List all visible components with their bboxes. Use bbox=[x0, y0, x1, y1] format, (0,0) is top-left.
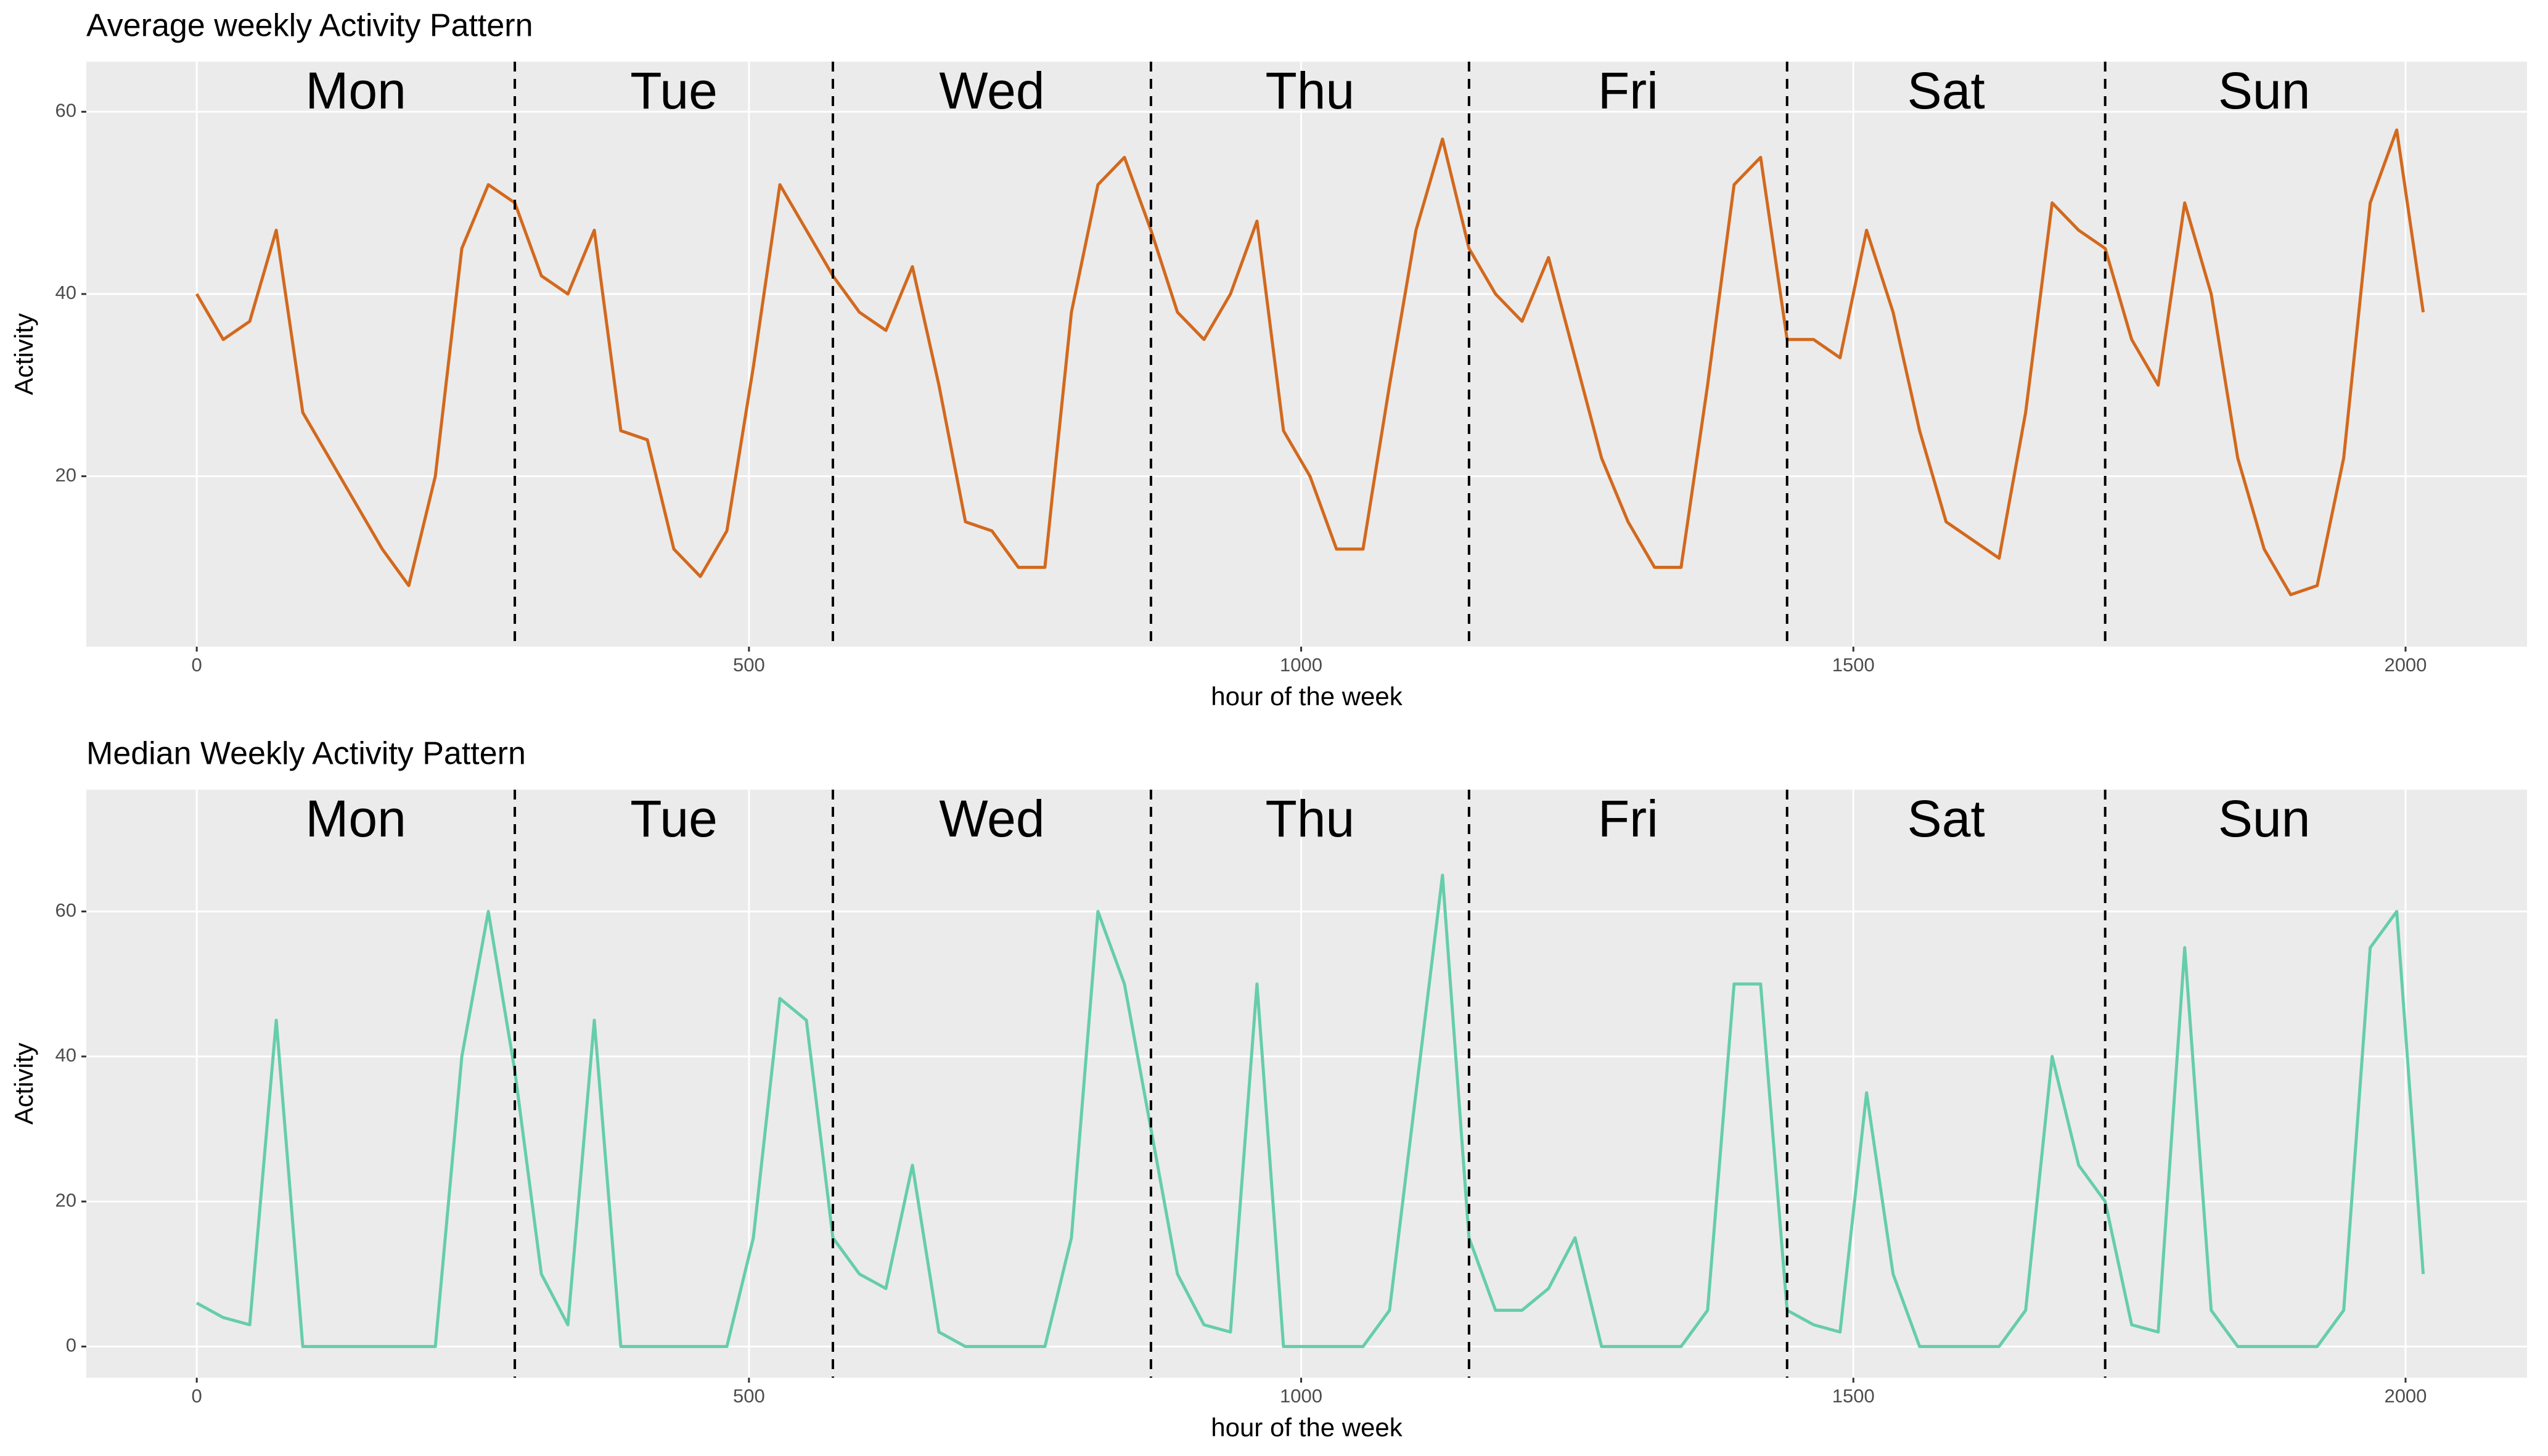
day-label: Mon bbox=[305, 62, 406, 120]
plot-background bbox=[86, 62, 2527, 647]
y-tick-label: 20 bbox=[55, 1189, 76, 1211]
x-tick-label: 500 bbox=[733, 1385, 765, 1407]
x-tick-label: 2000 bbox=[2384, 1385, 2427, 1407]
day-label: Sat bbox=[1907, 62, 1985, 120]
day-label: Thu bbox=[1265, 62, 1354, 120]
day-label: Wed bbox=[939, 790, 1044, 848]
y-tick-label: 60 bbox=[55, 99, 76, 121]
x-tick-label: 0 bbox=[192, 1385, 202, 1407]
x-tick-label: 0 bbox=[192, 654, 202, 676]
y-tick-label: 40 bbox=[55, 282, 76, 303]
y-axis-title: Activity bbox=[9, 1042, 38, 1124]
day-label: Sat bbox=[1907, 790, 1985, 848]
y-tick-label: 0 bbox=[66, 1335, 76, 1356]
x-axis-title: hour of the week bbox=[1211, 1413, 1403, 1442]
data-line bbox=[195, 873, 2425, 1348]
plot-background bbox=[86, 790, 2527, 1378]
x-tick-label: 1000 bbox=[1280, 654, 1322, 676]
y-tick-label: 60 bbox=[55, 899, 76, 921]
day-label: Tue bbox=[630, 790, 718, 848]
day-label: Fri bbox=[1598, 790, 1658, 848]
y-tick-label: 40 bbox=[55, 1044, 76, 1066]
chart-title: Average weekly Activity Pattern bbox=[86, 8, 533, 44]
x-tick-label: 1000 bbox=[1280, 1385, 1322, 1407]
day-label: Mon bbox=[305, 790, 406, 848]
chart-title: Median Weekly Activity Pattern bbox=[86, 736, 526, 772]
day-label: Fri bbox=[1598, 62, 1658, 120]
day-label: Sun bbox=[2218, 62, 2310, 120]
y-axis-title: Activity bbox=[9, 313, 38, 395]
day-label: Thu bbox=[1265, 790, 1354, 848]
day-label: Sun bbox=[2218, 790, 2310, 848]
x-tick-label: 1500 bbox=[1832, 1385, 1875, 1407]
x-tick-label: 1500 bbox=[1832, 654, 1875, 676]
x-tick-label: 2000 bbox=[2384, 654, 2427, 676]
data-line bbox=[195, 128, 2425, 597]
y-tick-label: 20 bbox=[55, 464, 76, 486]
day-label: Tue bbox=[630, 62, 718, 120]
x-axis-title: hour of the week bbox=[1211, 682, 1403, 711]
x-tick-label: 500 bbox=[733, 654, 765, 676]
day-label: Wed bbox=[939, 62, 1044, 120]
